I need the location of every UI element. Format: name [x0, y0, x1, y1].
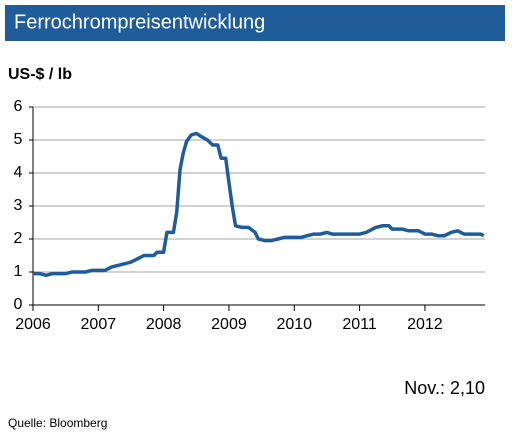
series-line: [33, 131, 485, 278]
source: Quelle: Bloomberg: [8, 416, 107, 430]
x-tick-label: 2007: [81, 316, 117, 333]
y-tick-label: 0: [14, 296, 23, 313]
x-tick-label: 2006: [15, 316, 51, 333]
x-tick-label: 2008: [146, 316, 182, 333]
x-tick-label: 2010: [276, 316, 312, 333]
x-tick-label: 2009: [211, 316, 247, 333]
x-tick-label: 2011: [342, 316, 377, 333]
y-tick-label: 6: [14, 98, 23, 115]
chart-title: Ferrochrompreisentwicklung: [14, 11, 265, 33]
annotation: Nov.: 2,10: [404, 378, 485, 398]
y-tick-label: 1: [14, 263, 23, 280]
y-tick-label: 4: [14, 164, 23, 181]
y-tick-label: 3: [14, 197, 23, 214]
x-tick-label: 2012: [407, 316, 443, 333]
y-axis-label: US-$ / lb: [8, 66, 72, 83]
y-tick-label: 5: [14, 131, 23, 148]
y-tick-label: 2: [14, 230, 23, 247]
title-bar: [5, 5, 505, 41]
